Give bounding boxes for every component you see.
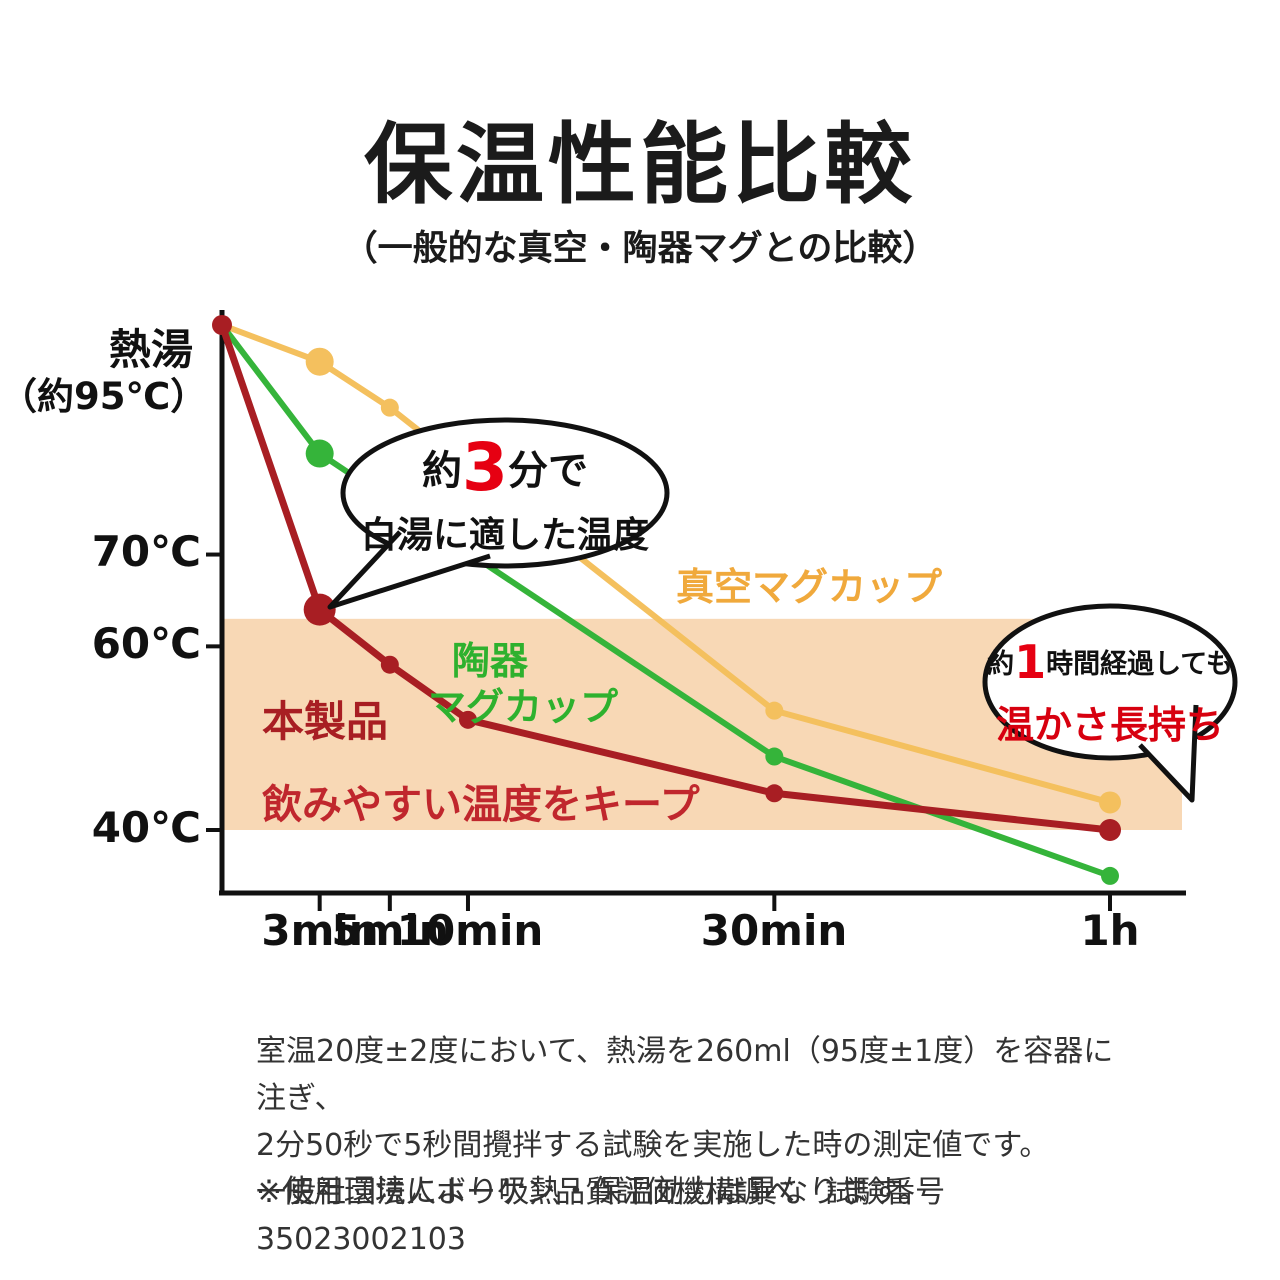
bubble1-headline: 約3分で <box>375 434 635 505</box>
bubble1-prefix: 約 <box>422 448 463 494</box>
data-point-product-30min <box>765 784 784 803</box>
bubble2-big-number: 1 <box>1014 635 1047 689</box>
data-point-vacuum-5min <box>380 398 399 417</box>
bubble1-big-number: 3 <box>462 429 508 506</box>
data-point-product-10min <box>458 710 477 729</box>
comfort-band-label: 飲みやすい温度をキープ <box>262 782 700 828</box>
x-tick-label-3min: 3min <box>261 906 379 955</box>
x-tick-label-1h: 1h <box>1080 906 1140 955</box>
x-tick-label-30min: 30min <box>700 906 848 955</box>
y-axis-top-label: 熱湯 <box>108 325 193 374</box>
data-point-vacuum-3min <box>305 347 334 376</box>
bubble1-suffix: 分で <box>507 448 588 494</box>
y-tick-label-70: 70℃ <box>91 527 201 576</box>
series-label-ceramic-mug-line1: 陶器 <box>452 639 529 683</box>
speech-bubble-2 <box>982 603 1238 761</box>
footnote-block: 室温20度±2度において、熱湯を260ml（95度±1度）を容器に注ぎ、 2分5… <box>256 1028 1116 1263</box>
data-point-ceramic-3min <box>305 439 334 468</box>
series-label-product: 本製品 <box>262 697 389 746</box>
series-line-product <box>218 321 1114 834</box>
page-subtitle: （一般的な真空・陶器マグとの比較） <box>342 229 938 269</box>
bubble2-prefix: 約 <box>987 649 1015 680</box>
speech-bubble-1-tail <box>327 530 491 610</box>
speech-bubble-2-tail <box>1138 704 1199 803</box>
data-point-product-60min <box>1099 819 1121 841</box>
bubble2-headline: 約1時間経過しても <box>985 638 1235 689</box>
page-title: 保温性能比較 <box>363 113 916 216</box>
series-label-ceramic-mug-line2: マグカップ <box>428 685 619 729</box>
footnote-line-2: 2分50秒で5秒間攪拌する試験を実施した時の測定値です。 <box>256 1128 1050 1163</box>
data-point-product-3min <box>303 593 336 626</box>
data-point-vacuum-60min <box>1099 791 1121 814</box>
y-axis-top-label-sub: （約95℃） <box>0 375 208 418</box>
footnote-line-1: 室温20度±2度において、熱湯を260ml（95度±1度）を容器に注ぎ、 <box>256 1034 1114 1116</box>
y-tick-label-60: 60℃ <box>91 619 201 668</box>
speech-bubble-1 <box>340 417 670 569</box>
x-tick-label-10min: 10min <box>396 906 544 955</box>
data-point-ceramic-30min <box>765 747 784 766</box>
bubble2-subline: 温かさ長持ち <box>995 703 1224 747</box>
footnote-line-3: 一般社団法人ボーケン品質評価機構調べ 試験番号35023002103 <box>256 1175 946 1257</box>
x-tick-label-5min: 5min <box>331 906 449 955</box>
series-label-vacuum-mug: 真空マグカップ <box>676 565 943 609</box>
footnote-caution: ※使用環境により吸熱・保温効力は異なります。 <box>256 1174 930 1210</box>
y-tick-label-40: 40℃ <box>91 803 201 852</box>
bubble1-subline: 白湯に適した温度 <box>360 515 649 556</box>
bubble2-suffix: 時間経過しても <box>1046 649 1233 680</box>
data-point-vacuum-30min <box>765 701 784 720</box>
data-point-product-0min <box>212 315 232 335</box>
series-line-ceramic <box>219 322 1113 879</box>
data-point-ceramic-60min <box>1101 866 1119 885</box>
data-point-product-5min <box>380 655 399 674</box>
